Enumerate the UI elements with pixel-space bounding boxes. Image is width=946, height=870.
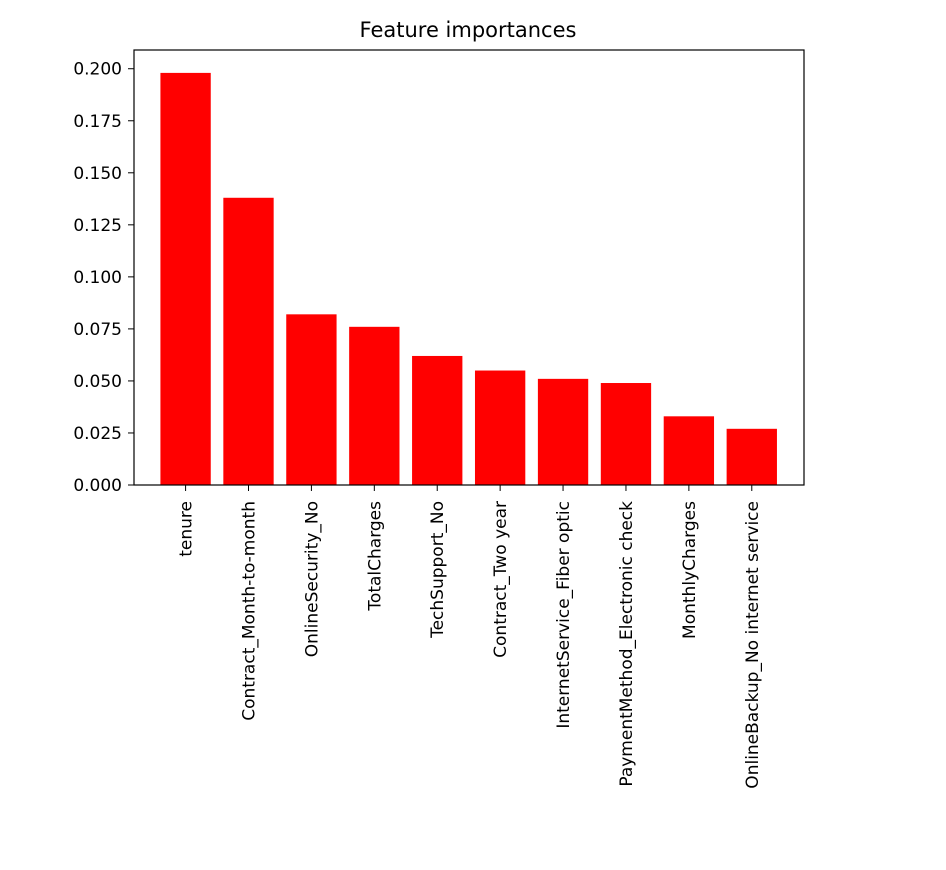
x-tick-label: Contract_Month-to-month [239, 501, 259, 721]
plot-frame [133, 49, 805, 486]
x-tick-label: MonthlyCharges [680, 501, 700, 639]
bar-8 [600, 383, 652, 485]
y-tick-label: 0.100 [73, 268, 122, 288]
bar-3 [286, 314, 337, 485]
bar-1 [160, 72, 211, 485]
x-tick-label: TotalCharges [365, 501, 385, 612]
x-tick-label: OnlineSecurity_No [302, 501, 322, 657]
y-tick-label: 0.175 [73, 112, 122, 132]
y-tick-label: 0.025 [73, 424, 122, 444]
bar-group [160, 72, 777, 485]
x-tick-label: TechSupport_No [428, 501, 448, 639]
x-tick-label: Contract_Two year [491, 501, 511, 658]
x-tick-label: tenure [177, 501, 197, 557]
x-tick-label: OnlineBackup_No internet service [743, 501, 763, 789]
bar-7 [537, 378, 589, 485]
y-tick-label: 0.150 [73, 164, 122, 184]
bar-4 [349, 326, 400, 485]
bar-10 [726, 428, 777, 485]
bar-6 [474, 370, 526, 485]
y-tick-label: 0.200 [73, 60, 122, 80]
y-tick-label: 0.050 [73, 372, 122, 392]
y-axis: 0.000 0.025 0.050 0.075 0.100 0.125 0.150 0.175… [73, 60, 134, 496]
x-tick-label: InternetService_Fiber optic [554, 501, 574, 729]
y-tick-label: 0.075 [73, 320, 122, 340]
x-axis: tenure Contract_Month-to-month OnlineSecur… [177, 485, 763, 789]
chart-title: Feature importances [360, 18, 577, 42]
y-tick-label: 0.125 [73, 216, 122, 236]
bar-9 [663, 416, 715, 485]
y-tick-label: 0.000 [73, 476, 122, 496]
bar-2 [223, 197, 274, 485]
bar-5 [412, 355, 463, 485]
x-tick-label: PaymentMethod_Electronic check [617, 501, 637, 787]
